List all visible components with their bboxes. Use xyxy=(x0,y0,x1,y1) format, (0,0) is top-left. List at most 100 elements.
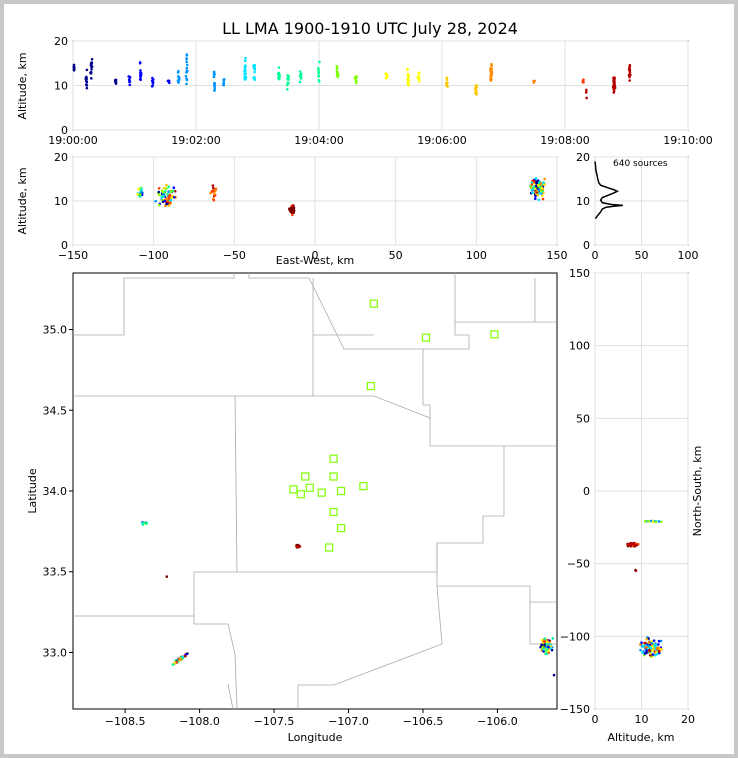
time-altitude-point xyxy=(277,75,281,79)
time-altitude-point xyxy=(611,85,615,89)
lma-station-marker xyxy=(329,507,338,517)
time-altitude-point xyxy=(177,69,180,73)
altitude-ns-ytick: 100 xyxy=(569,340,590,353)
ew-altitude-ytick: 20 xyxy=(54,151,68,164)
time-altitude-point xyxy=(151,84,155,87)
ew-altitude-point xyxy=(166,200,170,203)
lma-station-marker xyxy=(329,472,338,481)
time-altitude-point xyxy=(317,80,321,83)
ew-altitude-point xyxy=(540,186,544,190)
time-altitude-point xyxy=(490,78,493,81)
ew-altitude-point xyxy=(532,180,536,184)
figure-svg: LL LMA 1900-1910 UTC July 28, 2024 0 10 20… xyxy=(16,19,713,744)
lma-station-marker xyxy=(336,524,346,533)
plan-view-point xyxy=(545,640,549,644)
plan-view-point xyxy=(543,640,547,643)
histogram-xtick: 50 xyxy=(635,249,649,262)
time-altitude-point xyxy=(244,56,247,60)
time-altitude-panel: 0 10 20 19:00:00 19:02:00 19:04:00 19:06:00 19:… xyxy=(16,35,713,147)
altitude-ns-point xyxy=(646,519,650,523)
time-altitude-point xyxy=(384,76,388,80)
lma-station-marker xyxy=(359,482,368,491)
time-altitude-point xyxy=(253,75,256,79)
lma-station-marker xyxy=(296,490,305,499)
time-altitude-point xyxy=(318,60,321,64)
ew-altitude-point xyxy=(533,197,537,201)
ew-altitude-point xyxy=(529,185,532,188)
ew-altitude-point xyxy=(173,189,177,193)
altitude-ns-point xyxy=(629,544,633,548)
lma-station-marker xyxy=(336,486,346,496)
plan-view-point xyxy=(542,648,546,651)
histogram-ytick: 20 xyxy=(576,151,590,164)
time-altitude-point xyxy=(489,69,493,72)
lma-station-marker xyxy=(301,472,310,481)
ew-altitude-point xyxy=(157,190,161,194)
ew-altitude-point xyxy=(214,188,217,192)
time-altitude-point xyxy=(177,78,181,82)
time-altitude-point xyxy=(278,73,281,77)
altitude-ns-point xyxy=(659,639,663,643)
time-altitude-point xyxy=(253,68,257,71)
plan-xtick: −108.0 xyxy=(179,715,220,728)
ew-altitude-point xyxy=(165,198,168,201)
altitude-ns-point xyxy=(640,641,643,644)
time-altitude-point xyxy=(85,86,89,90)
plan-view-axes xyxy=(72,272,558,710)
ew-altitude-point xyxy=(542,181,545,184)
ew-altitude-panel: 0 10 20 −150 −100 −50 0 50 100 150 Altitude, km E… xyxy=(16,151,568,267)
time-altitude-point xyxy=(286,83,289,87)
ew-altitude-point xyxy=(209,191,212,195)
time-altitude-point xyxy=(406,80,410,83)
time-altitude-point xyxy=(445,78,449,82)
time-altitude-point xyxy=(212,73,216,76)
ew-altitude-point xyxy=(291,213,294,217)
time-altitude-point xyxy=(336,75,340,79)
time-altitude-point xyxy=(113,79,117,82)
time-altitude-point xyxy=(139,75,142,79)
ew-altitude-xlabel: East-West, km xyxy=(276,254,354,267)
altitude-ns-point xyxy=(651,653,655,656)
altitude-ns-point xyxy=(643,519,647,523)
ew-altitude-point xyxy=(165,202,169,206)
time-altitude-point xyxy=(128,79,132,83)
altitude-ns-point xyxy=(641,651,644,654)
plan-xlabel: Longitude xyxy=(288,731,343,744)
ew-altitude-point xyxy=(213,192,216,196)
time-altitude-point xyxy=(127,75,131,78)
time-altitude-point xyxy=(490,62,493,66)
altitude-ns-point xyxy=(647,644,650,648)
time-altitude-point xyxy=(354,77,357,81)
time-altitude-point xyxy=(628,64,632,68)
time-altitude-point xyxy=(336,71,339,74)
plan-view-point xyxy=(178,658,181,662)
time-altitude-point xyxy=(474,88,477,91)
ew-altitude-point xyxy=(163,190,167,193)
altitude-ns-ylabel: North-South, km xyxy=(691,446,704,537)
time-altitude-point xyxy=(243,65,247,69)
plan-view-point xyxy=(550,648,554,652)
altitude-ns-ytick: 150 xyxy=(569,267,590,280)
time-altitude-ytick: 10 xyxy=(54,80,68,93)
time-altitude-point xyxy=(384,72,388,75)
ew-altitude-point xyxy=(136,193,139,196)
time-altitude-xtick: 19:08:00 xyxy=(540,134,589,147)
lma-station-marker xyxy=(369,299,378,308)
time-altitude-point xyxy=(298,70,302,73)
plan-xtick: −107.5 xyxy=(254,715,295,728)
time-altitude-point xyxy=(139,69,142,72)
lma-station-marker xyxy=(329,454,338,463)
time-altitude-point xyxy=(335,66,339,70)
time-altitude-point xyxy=(85,83,89,87)
plan-view-point xyxy=(547,645,550,649)
altitude-ns-point xyxy=(657,639,661,643)
time-altitude-point xyxy=(355,75,359,78)
altitude-ns-point xyxy=(649,652,652,655)
altitude-ns-point xyxy=(655,652,659,656)
lma-station-marker xyxy=(305,483,314,492)
time-altitude-point xyxy=(167,79,170,83)
ew-altitude-point xyxy=(534,187,537,191)
time-altitude-point xyxy=(185,66,189,70)
time-altitude-point xyxy=(585,96,588,100)
plan-view-point xyxy=(540,643,543,647)
